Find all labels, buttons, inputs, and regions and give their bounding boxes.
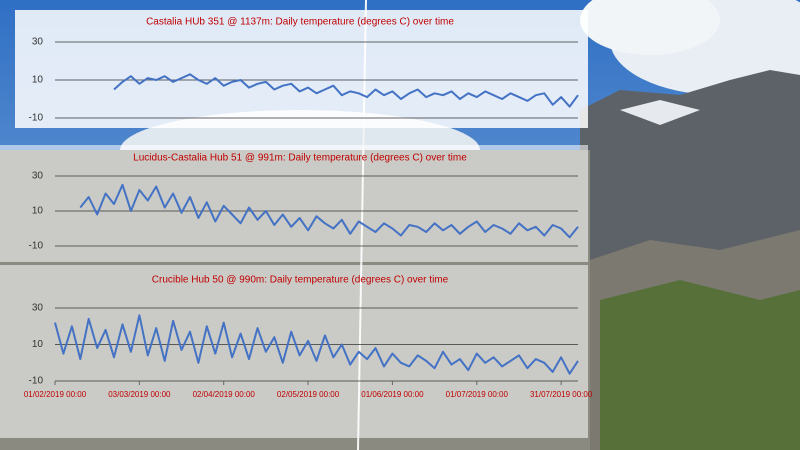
chart-title: Crucible Hub 50 @ 990m: Daily temperatur… [152,275,449,286]
panel [15,10,588,128]
x-tick-label: 01/02/2019 00:00 [24,390,87,399]
x-tick-label: 01/07/2019 00:00 [446,390,509,399]
data-line [54,314,579,375]
chart-title: Lucidus-Castalia Hub 51 @ 991m: Daily te… [133,153,467,164]
chart-title: Castalia HUb 351 @ 1137m: Daily temperat… [146,17,454,28]
y-tick-label: 30 [32,37,44,48]
y-tick-label: 30 [32,303,44,314]
x-tick-label: 01/06/2019 00:00 [361,390,424,399]
x-tick-label: 02/04/2019 00:00 [193,390,256,399]
y-tick-label: 10 [32,75,44,86]
y-tick-label: 10 [32,339,44,350]
y-tick-label: -10 [29,113,44,124]
panel [0,265,588,438]
x-tick-label: 02/05/2019 00:00 [277,390,340,399]
panel [0,145,588,262]
y-tick-label: 30 [32,171,44,182]
y-tick-label: 10 [32,206,44,217]
data-line [113,73,579,108]
charts: Castalia HUb 351 @ 1137m: Daily temperat… [24,17,593,399]
y-tick-label: -10 [29,376,44,387]
data-line [79,183,579,239]
x-tick-label: 31/07/2019 00:00 [530,390,593,399]
y-tick-label: -10 [29,241,44,252]
x-tick-label: 03/03/2019 00:00 [108,390,171,399]
